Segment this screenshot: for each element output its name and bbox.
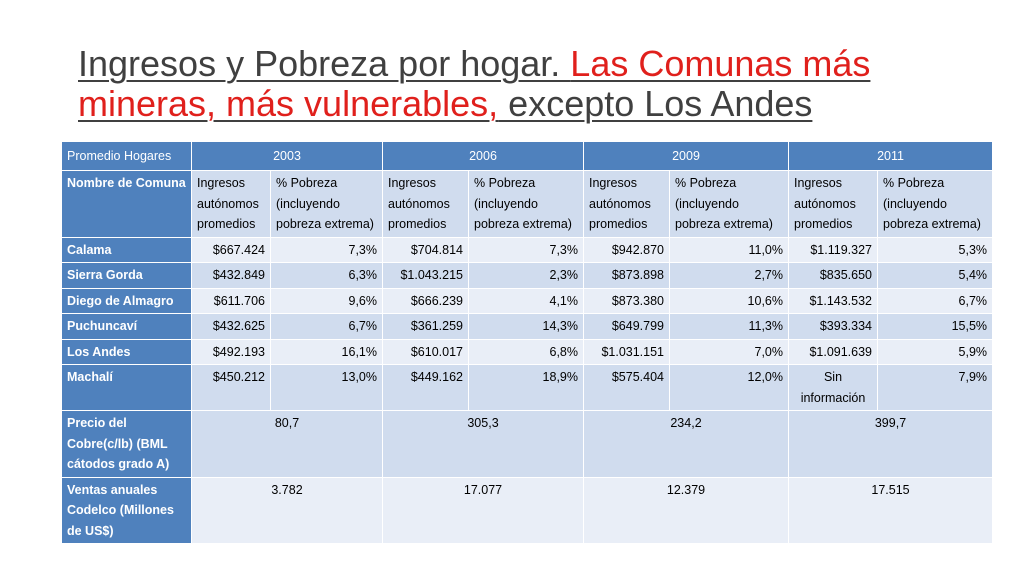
table-cell: 7,0% <box>669 338 789 365</box>
row-label: Calama <box>61 236 192 263</box>
table-cell: 11,0% <box>669 236 789 263</box>
table-cell: 13,0% <box>270 364 383 411</box>
row-label: Los Andes <box>61 338 192 365</box>
year-header: 2009 <box>583 141 789 171</box>
table-cell: 5,3% <box>876 236 994 263</box>
table-cell: $835.650 <box>788 262 878 289</box>
table-row: Precio del Cobre(c/lb) (BML cátodos grad… <box>61 410 994 478</box>
table-cell: 2,7% <box>669 262 789 289</box>
table-cell: 234,2 <box>583 410 789 478</box>
table-cell: 399,7 <box>787 410 994 478</box>
table-cell: 3.782 <box>191 476 383 544</box>
table-cell: $611.706 <box>191 287 271 314</box>
slide-title: Ingresos y Pobreza por hogar. Las Comuna… <box>78 44 998 124</box>
column-header: % Pobreza (incluyendo pobreza extrema) <box>468 170 584 238</box>
table-cell: 7,3% <box>468 236 584 263</box>
table-cell: 6,7% <box>876 287 994 314</box>
table-row: Diego de Almagro $611.706 9,6% $666.239 4,1%… <box>61 287 994 314</box>
income-poverty-table: Promedio Hogares 2003 2006 2009 2011 Nombre d… <box>61 141 994 544</box>
table-cell: 14,3% <box>468 313 584 340</box>
table-cell: $610.017 <box>382 338 469 365</box>
table-row: Los Andes $492.193 16,1% $610.017 6,8% $1.031… <box>61 338 994 365</box>
table-cell: $1.091.639 <box>788 338 878 365</box>
table-cell: 2,3% <box>468 262 584 289</box>
table-cell: 5,4% <box>876 262 994 289</box>
table-cell: $649.799 <box>583 313 670 340</box>
table-subheader-row: Nombre de Comuna Ingresos autónomos prome… <box>61 170 994 238</box>
row-label: Diego de Almagro <box>61 287 192 314</box>
row-label: Precio del Cobre(c/lb) (BML cátodos grad… <box>61 410 192 478</box>
corner-header: Promedio Hogares <box>61 141 192 171</box>
table-cell: 17.077 <box>382 476 584 544</box>
table-cell: $704.814 <box>382 236 469 263</box>
title-part-highlight: Las Comunas más mineras, más vulnerables… <box>78 43 871 124</box>
table-cell: 80,7 <box>191 410 383 478</box>
column-header: Ingresos autónomos promedios <box>788 170 878 238</box>
table-cell: $432.625 <box>191 313 271 340</box>
column-header: % Pobreza (incluyendo pobreza extrema) <box>669 170 789 238</box>
table-cell: 11,3% <box>669 313 789 340</box>
table-cell: 9,6% <box>270 287 383 314</box>
table-cell: 6,8% <box>468 338 584 365</box>
table-cell: 15,5% <box>876 313 994 340</box>
table-body: Promedio Hogares 2003 2006 2009 2011 Nombre d… <box>61 141 994 544</box>
table-cell: 17.515 <box>787 476 994 544</box>
table-cell: Sin información <box>788 364 878 411</box>
column-header: Ingresos autónomos promedios <box>191 170 271 238</box>
title-part-end: excepto Los Andes <box>498 83 813 124</box>
table-cell: $942.870 <box>583 236 670 263</box>
table-cell: 4,1% <box>468 287 584 314</box>
table-cell: $575.404 <box>583 364 670 411</box>
column-header: Ingresos autónomos promedios <box>583 170 670 238</box>
table-cell: $1.043.215 <box>382 262 469 289</box>
table-cell: $667.424 <box>191 236 271 263</box>
table-cell: $1.119.327 <box>788 236 878 263</box>
table-cell: 5,9% <box>876 338 994 365</box>
table-cell: $492.193 <box>191 338 271 365</box>
row-label: Puchuncaví <box>61 313 192 340</box>
table-cell: 7,3% <box>270 236 383 263</box>
column-header: % Pobreza (incluyendo pobreza extrema) <box>270 170 383 238</box>
table-cell: 6,3% <box>270 262 383 289</box>
table-cell: 6,7% <box>270 313 383 340</box>
table-cell: 12,0% <box>669 364 789 411</box>
table-cell: $873.380 <box>583 287 670 314</box>
table-cell: 18,9% <box>468 364 584 411</box>
table-cell: 12.379 <box>583 476 789 544</box>
table-row: Calama $667.424 7,3% $704.814 7,3% $942.870 11… <box>61 236 994 263</box>
table-row: Ventas anuales Codelco (Millones de US$)… <box>61 476 994 544</box>
year-header: 2011 <box>787 141 994 171</box>
year-header: 2003 <box>191 141 383 171</box>
table-row: Puchuncaví $432.625 6,7% $361.259 14,3% $649.… <box>61 313 994 340</box>
table-cell: 10,6% <box>669 287 789 314</box>
table-row: Machalí $450.212 13,0% $449.162 18,9% $575.40… <box>61 364 994 411</box>
table-cell: $449.162 <box>382 364 469 411</box>
year-header: 2006 <box>382 141 584 171</box>
row-label: Sierra Gorda <box>61 262 192 289</box>
table-cell: $1.143.532 <box>788 287 878 314</box>
table-cell: 16,1% <box>270 338 383 365</box>
table-cell: 7,9% <box>876 364 994 411</box>
table-cell: $873.898 <box>583 262 670 289</box>
title-part-plain: Ingresos y Pobreza por hogar. <box>78 43 571 84</box>
table-cell: $450.212 <box>191 364 271 411</box>
table-row: Sierra Gorda $432.849 6,3% $1.043.215 2,3% $8… <box>61 262 994 289</box>
table-cell: $666.239 <box>382 287 469 314</box>
table-cell: $1.031.151 <box>583 338 670 365</box>
table-cell: $393.334 <box>788 313 878 340</box>
row-label: Machalí <box>61 364 192 411</box>
column-header: Ingresos autónomos promedios <box>382 170 469 238</box>
table-cell: 305,3 <box>382 410 584 478</box>
row-label: Nombre de Comuna <box>61 170 192 238</box>
column-header: % Pobreza (incluyendo pobreza extrema) <box>876 170 994 238</box>
table-cell: $432.849 <box>191 262 271 289</box>
table-header-row: Promedio Hogares 2003 2006 2009 2011 <box>61 141 994 171</box>
table-cell: $361.259 <box>382 313 469 340</box>
row-label: Ventas anuales Codelco (Millones de US$) <box>61 476 192 544</box>
